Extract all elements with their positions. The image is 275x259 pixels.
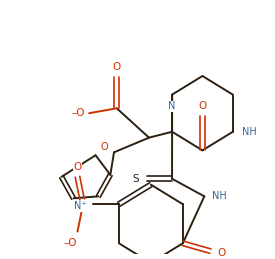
Text: NH: NH [242,127,257,137]
Text: –O: –O [71,108,85,118]
Text: O: O [217,248,225,258]
Text: O: O [198,101,207,111]
Text: O: O [73,162,82,172]
Text: –O: –O [63,238,77,248]
Text: S: S [133,174,139,184]
Text: O: O [113,62,121,72]
Text: N⁺: N⁺ [74,201,87,211]
Text: O: O [101,142,109,153]
Text: N: N [169,101,176,111]
Text: NH: NH [212,191,226,201]
